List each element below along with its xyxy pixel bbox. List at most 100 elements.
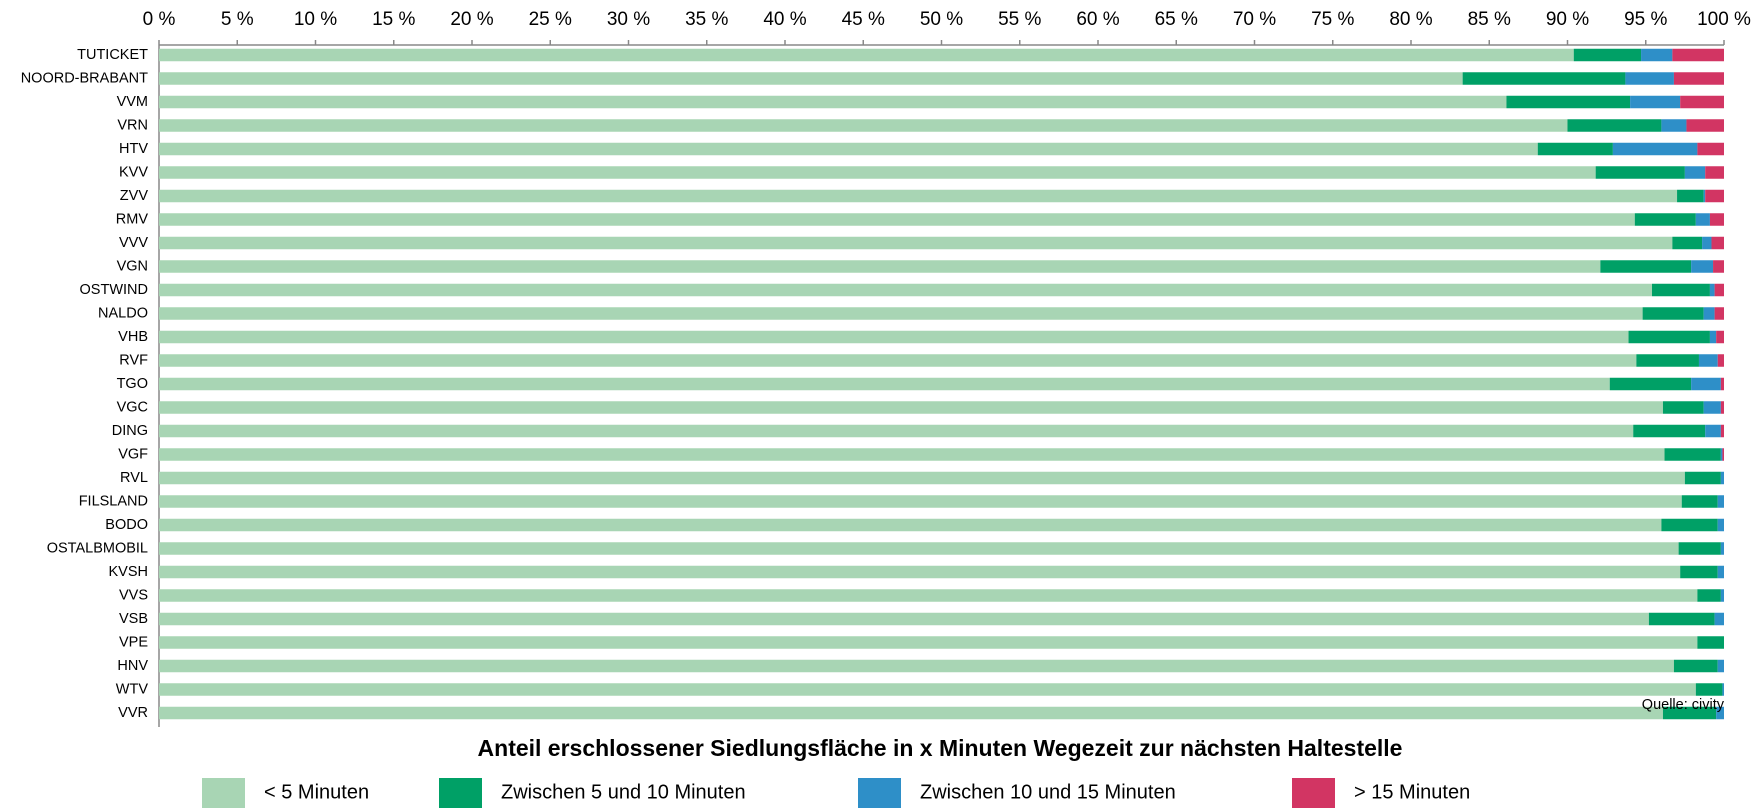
y-tick-label: TUTICKET [77, 47, 148, 63]
y-tick-label: VVR [118, 705, 148, 721]
x-tick-label: 35 % [685, 9, 728, 30]
bar-segment [1648, 612, 1715, 626]
legend-swatch [1292, 778, 1335, 808]
annotation: Quelle: civity [1642, 697, 1725, 713]
bar-segment [1717, 565, 1724, 579]
bar-segment [159, 401, 1663, 414]
bar-segment [1672, 236, 1703, 250]
bar-segment [159, 119, 1568, 132]
bar-segment [1684, 166, 1706, 179]
bar-segment [1695, 683, 1723, 696]
bar-segment [1636, 354, 1699, 367]
legend-swatch [202, 778, 245, 808]
bar-segment [159, 542, 1679, 555]
x-tick-label: 45 % [842, 9, 885, 30]
y-tick-label: BODO [105, 517, 148, 533]
bar-segment [1684, 471, 1721, 485]
bar-segment [1664, 448, 1721, 461]
bar-segment [159, 448, 1665, 461]
y-tick-label: VPE [119, 634, 148, 650]
bar-segment [1703, 307, 1715, 320]
x-tick-label: 20 % [450, 9, 493, 30]
bar-segment [1567, 119, 1662, 132]
bar-segment [159, 471, 1685, 485]
bar-segment [159, 659, 1674, 673]
bar-segment [159, 213, 1635, 226]
y-tick-label: VSB [119, 611, 148, 627]
bar-segment [159, 189, 1678, 203]
x-tick-label: 80 % [1389, 9, 1432, 30]
bar-segment [1705, 166, 1724, 179]
bar-segment [1698, 354, 1718, 367]
bar-segment [1705, 189, 1724, 203]
bar-segment [159, 166, 1596, 179]
bar-segment [159, 636, 1698, 649]
bar-segment [1716, 330, 1724, 344]
x-tick-label: 70 % [1233, 9, 1276, 30]
bar-segment [159, 72, 1463, 85]
bar-segment [1612, 142, 1698, 156]
bar-segment [1717, 659, 1724, 673]
bar-segment [1717, 495, 1724, 508]
bar-segment [1634, 213, 1696, 226]
bar-segment [1673, 72, 1724, 85]
bar-segment [1662, 401, 1704, 414]
bar-segment [159, 307, 1643, 320]
y-tick-label: VGN [117, 258, 148, 274]
bar-segment [1720, 448, 1723, 461]
bar-segment [1506, 95, 1631, 109]
x-tick-label: 25 % [529, 9, 572, 30]
x-tick-label: 60 % [1076, 9, 1119, 30]
bar-segment [1678, 542, 1721, 555]
bar-segment [1677, 189, 1704, 203]
x-tick-label: 85 % [1468, 9, 1511, 30]
y-tick-label: FILSLAND [79, 493, 148, 509]
y-tick-label: VVM [117, 94, 148, 110]
y-tick-label: VVS [119, 587, 148, 603]
y-tick-label: VGF [118, 446, 148, 462]
bar-segment [1695, 213, 1710, 226]
bar-segment [1713, 260, 1724, 273]
bar-segment [159, 283, 1653, 297]
bar-segment [1709, 330, 1717, 344]
y-tick-label: NOORD-BRABANT [21, 70, 148, 86]
chart-title: Anteil erschlossener Siedlungsfläche in … [478, 735, 1403, 761]
bar-segment [1673, 659, 1718, 673]
x-tick-label: 5 % [221, 9, 254, 30]
bar-segment [159, 142, 1538, 156]
bar-segment [1705, 424, 1721, 438]
x-tick-label: 10 % [294, 9, 337, 30]
y-tick-label: OSTWIND [80, 282, 148, 298]
bar-segment [159, 95, 1507, 109]
bar-segment [159, 236, 1673, 250]
legend-label: Zwischen 10 und 15 Minuten [920, 781, 1176, 803]
bar-segment [1462, 72, 1626, 85]
bar-segment [1720, 471, 1724, 485]
bar-segment [1691, 260, 1714, 273]
bar-segment [1709, 283, 1715, 297]
bar-segment [1717, 354, 1724, 367]
bar-segment [1630, 95, 1681, 109]
bar-segment [1633, 424, 1706, 438]
bar-segment [1711, 236, 1724, 250]
y-tick-label: DING [112, 423, 148, 439]
bar-segment [159, 424, 1634, 438]
y-tick-label: VRN [117, 117, 148, 133]
y-tick-label: TGO [117, 376, 148, 392]
bar-segment [159, 518, 1662, 532]
bar-segment [159, 706, 1663, 720]
bar-segment [1662, 706, 1717, 720]
bar-segment [1642, 307, 1704, 320]
bar-segment [1722, 683, 1724, 696]
bar-segment [1672, 48, 1724, 62]
bar-segment [159, 612, 1649, 626]
bar-segment [159, 589, 1698, 602]
legend-swatch [858, 778, 901, 808]
x-tick-label: 100 % [1697, 9, 1751, 30]
y-tick-label: KVSH [109, 564, 149, 580]
y-tick-label: WTV [116, 681, 149, 697]
legend-label: > 15 Minuten [1354, 781, 1470, 803]
bar-segment [159, 495, 1682, 508]
bar-segment [159, 565, 1681, 579]
